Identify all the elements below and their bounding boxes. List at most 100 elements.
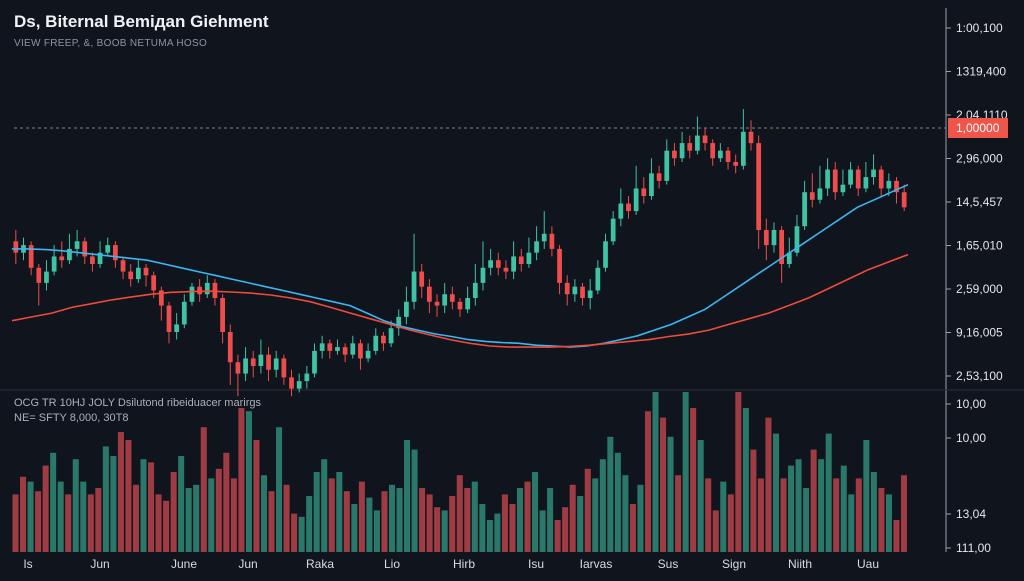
volume-bar: [321, 459, 328, 552]
candle-body: [840, 184, 846, 193]
volume-bar: [471, 481, 478, 552]
volume-bar: [742, 408, 749, 552]
candle-body: [411, 271, 417, 302]
candle-body: [518, 256, 524, 264]
candle-body: [281, 358, 287, 378]
volume-bar: [735, 392, 742, 552]
candle-body: [97, 252, 103, 264]
candle-body: [480, 267, 486, 283]
grid-layer: [0, 8, 1024, 552]
volume-bar: [72, 459, 79, 552]
candle-body: [549, 233, 555, 249]
volume-bar: [411, 449, 418, 552]
volume-bar: [163, 500, 170, 552]
price-tag: [948, 118, 1008, 138]
volume-axis-label: 111,00: [956, 541, 991, 555]
volume-bar: [298, 516, 305, 552]
candle-body: [733, 162, 739, 166]
candle-body: [580, 286, 585, 298]
candle-body: [656, 173, 662, 181]
candle-body: [740, 131, 746, 166]
candle-body: [67, 248, 72, 261]
candle-body: [59, 256, 65, 261]
candle-body: [158, 290, 164, 306]
candle-body: [595, 267, 601, 291]
candle-body: [771, 230, 777, 246]
candle-body: [465, 298, 471, 310]
price-axis-label: 14,5,457: [956, 195, 1003, 209]
candle-body: [763, 230, 769, 246]
x-axis-label: Isu: [528, 557, 544, 571]
volume-bar: [848, 494, 855, 552]
candle-body: [426, 286, 432, 302]
volume-bar: [80, 481, 87, 552]
candle-body: [817, 188, 823, 200]
candle-body: [258, 354, 264, 366]
candle-body: [51, 256, 57, 272]
x-axis-label: Jun: [238, 557, 257, 571]
candle-body: [779, 230, 785, 264]
candle-body: [350, 343, 356, 355]
candle-body: [802, 192, 807, 227]
candle-body: [227, 332, 233, 363]
candle-body: [120, 260, 126, 272]
volume-bar: [818, 459, 825, 552]
volume-bar: [592, 478, 599, 552]
volume-bar: [652, 392, 659, 552]
x-axis-label: Sign: [722, 557, 746, 571]
volume-bar: [900, 475, 907, 552]
candle-body: [365, 350, 371, 359]
candle-body: [825, 169, 830, 189]
volume-bar: [351, 504, 358, 552]
candle-body: [342, 347, 348, 355]
candle-body: [449, 294, 455, 302]
volume-bar: [434, 507, 441, 552]
candle-body: [633, 188, 639, 212]
moving-averages: [11, 183, 909, 348]
volume-bar: [223, 452, 230, 552]
candle-body: [266, 354, 271, 370]
candle-body: [434, 301, 440, 306]
volume-legend-line-1: OCG TR 10HJ JOLY Dsilutond ribeiduacer m…: [14, 397, 261, 409]
candle-body: [526, 252, 532, 264]
volume-bar: [12, 494, 19, 552]
candle-body: [419, 271, 425, 287]
candle-body: [220, 298, 225, 332]
candle-body: [725, 150, 731, 162]
candle-body: [603, 241, 608, 268]
candle-body: [335, 347, 340, 351]
volume-bar: [584, 468, 591, 552]
volume-bar: [313, 472, 320, 552]
volume-bar: [132, 484, 139, 552]
volume-bar: [569, 484, 576, 552]
chart-subtitle: VIEW FREEP, &, BOOB NETUMA HOSO: [14, 38, 208, 49]
volume-bar: [509, 504, 516, 552]
candle-body: [82, 241, 88, 257]
volume-bar: [599, 459, 606, 552]
volume-axis-label: 13,04: [956, 507, 986, 521]
candle-body: [695, 135, 700, 151]
x-axis-label: Niith: [788, 557, 812, 571]
price-axis-label: 2,96,000: [956, 152, 1003, 166]
volume-bar: [20, 476, 27, 552]
volume-bar: [57, 481, 64, 552]
volume-bar: [449, 496, 456, 552]
x-axis-label: Is: [23, 557, 32, 571]
volume-bar: [795, 459, 802, 552]
volume-bar: [95, 488, 102, 552]
price-axis-label: 9,16,005: [956, 326, 1003, 340]
candle-body: [503, 267, 509, 272]
volume-bar: [419, 488, 426, 552]
volume-bar: [750, 449, 757, 552]
candle-body: [28, 245, 34, 268]
candle-body: [250, 358, 256, 366]
candle-body: [878, 169, 884, 189]
candle-body: [166, 305, 172, 332]
volume-bar: [870, 472, 877, 552]
volume-bar: [185, 488, 192, 552]
volume-bar: [343, 491, 350, 552]
candle-body: [113, 245, 118, 261]
volume-bar: [306, 496, 313, 552]
volume-bar: [170, 472, 177, 552]
